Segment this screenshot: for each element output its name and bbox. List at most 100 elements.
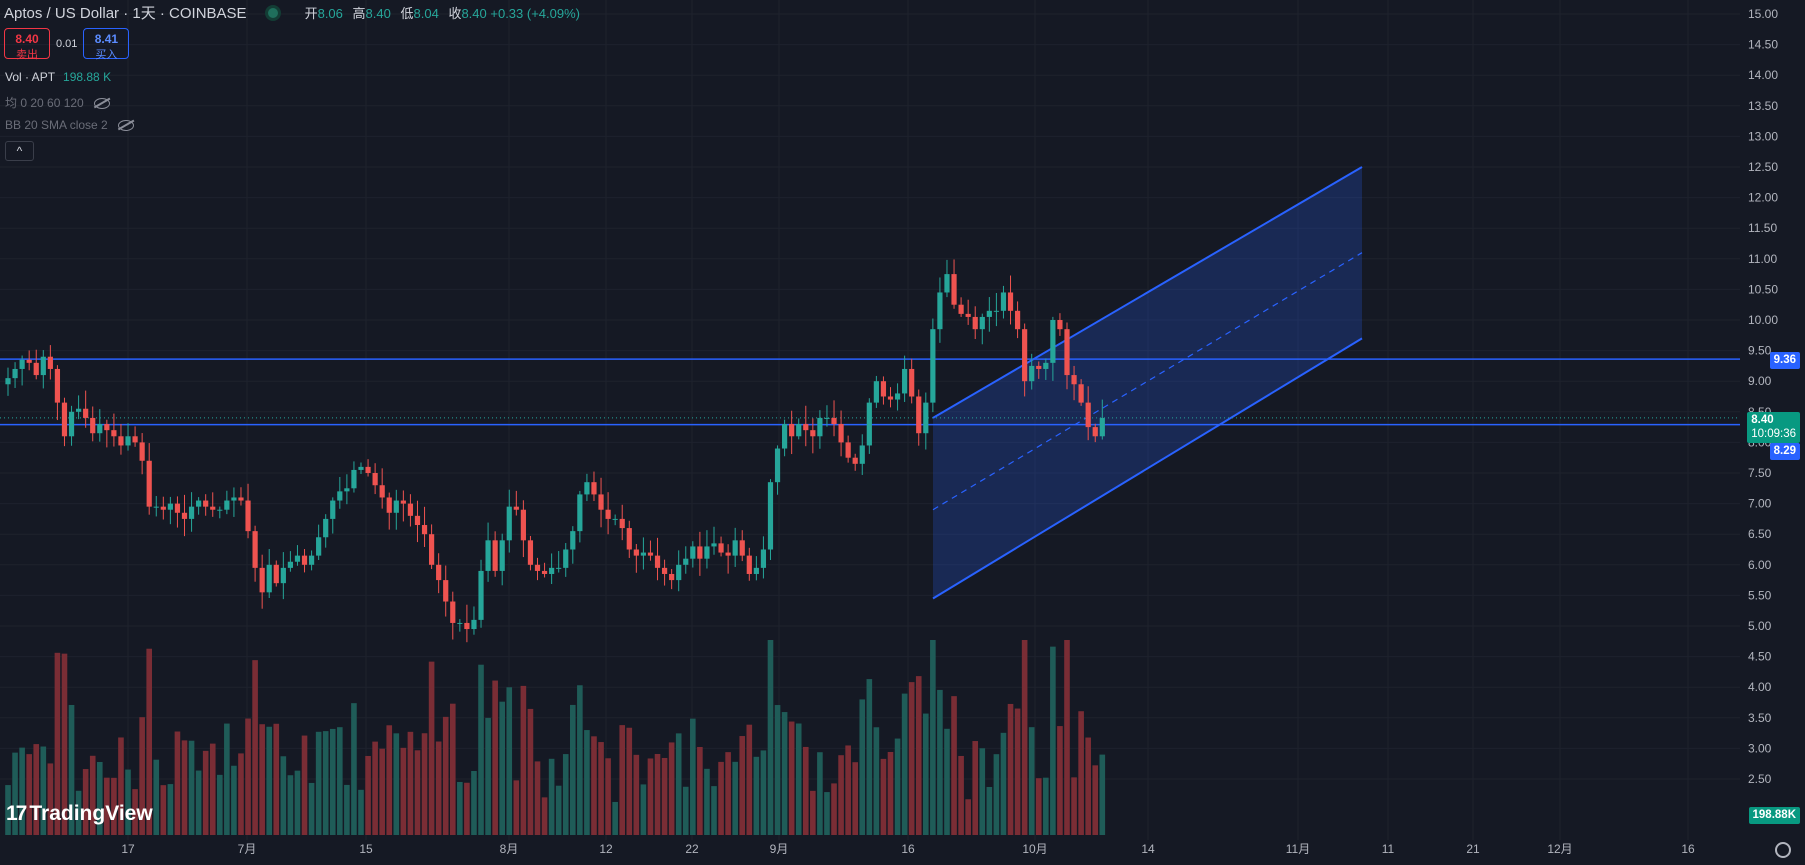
volume-bar — [19, 747, 25, 835]
volume-bar — [682, 786, 689, 835]
candle-body — [1014, 310, 1021, 330]
y-tick-label: 14.00 — [1748, 68, 1778, 82]
volume-bar — [972, 741, 979, 835]
volume-bar — [294, 770, 301, 835]
y-tick-label: 2.50 — [1748, 772, 1772, 786]
volume-bar — [231, 765, 237, 835]
chart-header: Aptos / US Dollar · 1天 · COINBASE 开8.06 … — [4, 2, 586, 23]
candle-body — [47, 356, 53, 369]
candle-body — [633, 549, 639, 556]
volume-bar — [1021, 640, 1028, 835]
candle-body — [965, 313, 971, 317]
candle-body — [1029, 365, 1035, 382]
candle-body — [669, 573, 675, 581]
candle-body — [287, 561, 293, 568]
candle-body — [174, 503, 181, 513]
volume-bar — [104, 777, 110, 835]
x-tick-label: 17 — [121, 842, 135, 856]
volume-bar — [442, 716, 449, 835]
volume-bar — [986, 786, 993, 835]
volume-legend-value: 198.88 K — [63, 70, 112, 84]
candle-body — [894, 393, 901, 400]
volume-bar — [619, 725, 626, 835]
y-tick-label: 5.00 — [1748, 619, 1772, 633]
y-tick-label: 13.50 — [1748, 99, 1778, 113]
candle-body — [986, 310, 992, 317]
volume-bar — [1092, 765, 1099, 835]
sell-button[interactable]: 8.40 卖出 — [4, 28, 50, 61]
volume-bar — [654, 753, 661, 835]
volume-bar — [591, 736, 597, 835]
volume-bar — [937, 689, 943, 835]
y-tick-label: 6.00 — [1748, 558, 1772, 572]
volume-bar — [33, 744, 40, 835]
x-tick-label: 22 — [685, 842, 699, 856]
close-label: 收 — [448, 6, 462, 21]
candle-body — [344, 488, 350, 492]
x-tick-label: 8月 — [500, 842, 519, 856]
volume-bar — [548, 758, 555, 835]
volume-badge: 198.88K — [1748, 807, 1800, 824]
candle-body — [83, 408, 89, 418]
buy-price: 8.41 — [94, 32, 119, 46]
volume-bar — [894, 738, 901, 835]
candle-body — [471, 619, 477, 630]
eye-hidden-icon[interactable] — [117, 120, 134, 132]
x-tick-label: 11 — [1382, 842, 1395, 856]
volume-bar — [767, 640, 774, 835]
y-tick-label: 7.50 — [1748, 466, 1772, 480]
candle-body — [647, 552, 654, 556]
volume-bar — [82, 769, 89, 835]
candle-body — [146, 460, 152, 507]
x-tick-label: 16 — [1681, 842, 1695, 856]
candle-body — [358, 466, 364, 470]
y-tick-label: 4.50 — [1748, 650, 1772, 664]
candle-body — [450, 601, 456, 623]
volume-bar — [993, 754, 1000, 835]
ma-legend[interactable]: 均 0 20 60 120 — [5, 94, 110, 111]
volume-bar — [647, 758, 654, 835]
candle-body — [944, 274, 950, 293]
y-tick-label: 9.50 — [1748, 344, 1772, 358]
candle-body — [789, 424, 795, 437]
buy-button[interactable]: 8.41 买入 — [83, 28, 130, 61]
bb-legend[interactable]: BB 20 SMA close 2 — [5, 118, 134, 132]
eye-hidden-icon[interactable] — [93, 98, 110, 110]
volume-bar — [217, 774, 223, 835]
volume-bar — [47, 763, 54, 835]
volume-bar — [732, 761, 738, 835]
volume-bar — [1057, 726, 1063, 835]
candle-body — [803, 424, 809, 431]
volume-bar — [598, 742, 604, 835]
candle-body — [767, 482, 774, 550]
symbol-title[interactable]: Aptos / US Dollar · 1天 · COINBASE — [4, 5, 247, 22]
collapse-legend-button[interactable]: ^ — [5, 141, 34, 161]
candle-body — [308, 555, 315, 565]
high-label: 高 — [352, 6, 366, 21]
volume-bar — [1000, 732, 1007, 835]
volume-bar — [315, 731, 322, 835]
candle-body — [125, 436, 131, 446]
volume-bar — [845, 745, 851, 835]
candle-body — [697, 546, 703, 559]
tradingview-logo[interactable]: 17 TradingView — [6, 802, 153, 826]
volume-bar — [817, 752, 823, 835]
volume-bar — [301, 735, 308, 835]
gear-icon[interactable] — [1775, 842, 1791, 858]
candle-body — [301, 555, 308, 565]
candle-body — [873, 381, 879, 403]
candles — [5, 259, 1105, 643]
volume-bar — [259, 724, 265, 835]
candle-body — [429, 534, 435, 565]
volume-legend[interactable]: Vol · APT 198.88 K — [5, 70, 111, 84]
volume-bar — [146, 648, 152, 835]
candle-body — [817, 417, 823, 437]
x-tick-label: 9月 — [770, 842, 789, 856]
ohlc-readout: 开8.06 高8.40 低8.04 收8.40 +0.33 (+4.09%) — [305, 3, 586, 22]
candle-body — [584, 482, 590, 495]
candle-body — [937, 292, 943, 330]
volume-bar — [61, 653, 68, 835]
sell-price: 8.40 — [15, 32, 39, 46]
volume-bar — [174, 731, 181, 835]
